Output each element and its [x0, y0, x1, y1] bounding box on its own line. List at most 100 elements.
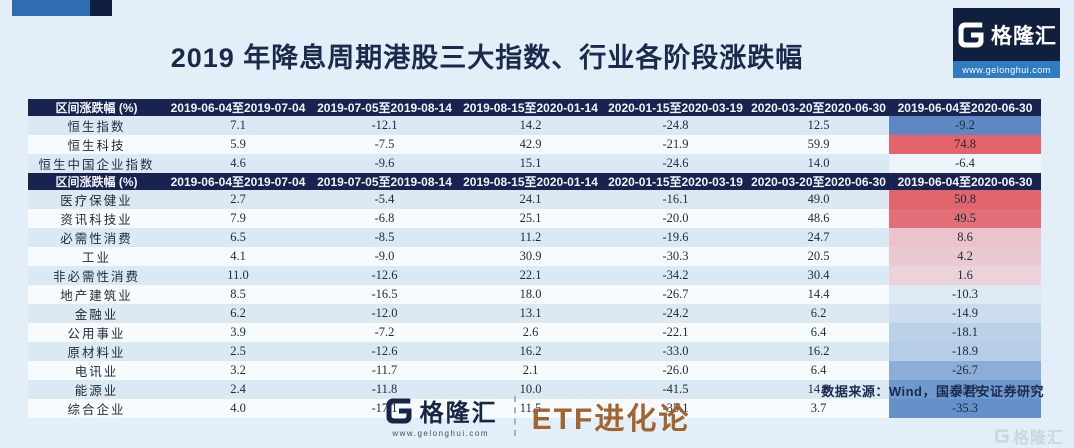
value-cell: -34.2	[603, 266, 748, 285]
row-label: 能源业	[28, 380, 165, 399]
period-header: 2020-03-20至2020-06-30	[748, 173, 889, 190]
value-cell: -19.6	[603, 228, 748, 247]
value-cell: 5.9	[165, 135, 311, 154]
period-header: 2019-07-05至2019-08-14	[311, 99, 458, 116]
value-cell-highlighted: -14.9	[889, 304, 1041, 323]
value-cell: 42.9	[458, 135, 603, 154]
value-cell: 3.2	[165, 361, 311, 380]
value-cell: 11.2	[458, 228, 603, 247]
value-cell: -11.8	[311, 380, 458, 399]
sectors-table: 区间涨跌幅 (%) 2019-06-04至2019-07-04 2019-07-05…	[28, 173, 1041, 418]
value-cell: 16.2	[748, 342, 889, 361]
value-cell: 14.8	[748, 380, 889, 399]
table-row: 工业 4.1 -9.0 30.9 -30.3 20.5 4.2	[28, 247, 1041, 266]
value-cell: 6.4	[748, 361, 889, 380]
value-cell-highlighted: -33.3	[889, 380, 1041, 399]
value-cell: -12.1	[311, 116, 458, 135]
value-cell: 10.0	[458, 380, 603, 399]
value-cell: 30.9	[458, 247, 603, 266]
value-cell: 2.1	[458, 361, 603, 380]
value-cell-highlighted: 4.2	[889, 247, 1041, 266]
value-cell: 49.0	[748, 190, 889, 209]
data-source-note: 数据来源：Wind，国泰君安证券研究	[821, 384, 1044, 399]
row-label-header: 区间涨跌幅 (%)	[28, 173, 165, 190]
value-cell: 7.1	[165, 116, 311, 135]
value-cell: 15.1	[458, 154, 603, 173]
row-label: 电讯业	[28, 361, 165, 380]
row-label: 医疗保健业	[28, 190, 165, 209]
tables-container: 区间涨跌幅 (%) 2019-06-04至2019-07-04 2019-07-05…	[28, 99, 1041, 418]
value-cell: -9.6	[311, 154, 458, 173]
value-cell-highlighted: -6.4	[889, 154, 1041, 173]
footer-logo: 格隆汇 www.gelonghui.com	[384, 393, 498, 438]
footer-brand-name: 格隆汇	[419, 400, 498, 427]
value-cell: 13.1	[458, 304, 603, 323]
table-row: 医疗保健业 2.7 -5.4 24.1 -16.1 49.0 50.8	[28, 190, 1041, 209]
value-cell: 2.5	[165, 342, 311, 361]
value-cell: -30.3	[603, 247, 748, 266]
value-cell: 24.1	[458, 190, 603, 209]
etf-column-label: ETF进化论	[531, 402, 691, 436]
value-cell: 3.7	[748, 399, 889, 418]
value-cell: -9.0	[311, 247, 458, 266]
row-label: 金融业	[28, 304, 165, 323]
table-row: 恒生科技 5.9 -7.5 42.9 -21.9 59.9 74.8	[28, 135, 1041, 154]
value-cell: 20.5	[748, 247, 889, 266]
footer-brand-url: www.gelonghui.com	[392, 429, 489, 438]
value-cell: -12.6	[311, 342, 458, 361]
table-row: 电讯业 3.2 -11.7 2.1 -26.0 6.4 -26.7	[28, 361, 1041, 380]
value-cell: -24.2	[603, 304, 748, 323]
value-cell: -6.8	[311, 209, 458, 228]
value-cell: 8.5	[165, 285, 311, 304]
row-label: 原材料业	[28, 342, 165, 361]
value-cell: 11.0	[165, 266, 311, 285]
table-row: 非必需性消费 11.0 -12.6 22.1 -34.2 30.4 1.6	[28, 266, 1041, 285]
value-cell: 22.1	[458, 266, 603, 285]
value-cell: -21.9	[603, 135, 748, 154]
period-header: 2020-03-20至2020-06-30	[748, 99, 889, 116]
period-header: 2020-01-15至2020-03-19	[603, 99, 748, 116]
period-header: 2019-08-15至2020-01-14	[458, 173, 603, 190]
gelonghui-g-icon	[386, 398, 412, 423]
period-header: 2019-06-04至2020-06-30	[889, 99, 1041, 116]
table-row: 地产建筑业 8.5 -16.5 18.0 -26.7 14.4 -10.3	[28, 285, 1041, 304]
table-header-row: 区间涨跌幅 (%) 2019-06-04至2019-07-04 2019-07-05…	[28, 173, 1041, 190]
value-cell-highlighted: 49.5	[889, 209, 1041, 228]
value-cell: 30.4	[748, 266, 889, 285]
table-row: 能源业 2.4 -11.8 10.0 -41.5 14.8 -33.3	[28, 380, 1041, 399]
period-header: 2019-07-05至2019-08-14	[311, 173, 458, 190]
page-title: 2019 年降息周期港股三大指数、行业各阶段涨跌幅	[170, 43, 804, 73]
value-cell: -41.5	[603, 380, 748, 399]
value-cell: -24.6	[603, 154, 748, 173]
value-cell: 7.9	[165, 209, 311, 228]
value-cell: 18.0	[458, 285, 603, 304]
brand-logo-main: 格隆汇	[953, 8, 1060, 61]
value-cell: -12.0	[311, 304, 458, 323]
value-cell: 2.4	[165, 380, 311, 399]
row-label: 必需性消费	[28, 228, 165, 247]
watermark: 格隆汇	[994, 424, 1064, 448]
period-header: 2020-01-15至2020-03-19	[603, 173, 748, 190]
value-cell-highlighted: -9.2	[889, 116, 1041, 135]
period-header: 2019-08-15至2020-01-14	[458, 99, 603, 116]
table-row: 公用事业 3.9 -7.2 2.6 -22.1 6.4 -18.1	[28, 323, 1041, 342]
value-cell: -5.4	[311, 190, 458, 209]
value-cell: 3.9	[165, 323, 311, 342]
gelonghui-g-icon	[995, 429, 1009, 443]
value-cell-highlighted: -18.1	[889, 323, 1041, 342]
deco-navy-block	[90, 0, 112, 16]
table-row: 恒生指数 7.1 -12.1 14.2 -24.8 12.5 -9.2	[28, 116, 1041, 135]
table-row: 资讯科技业 7.9 -6.8 25.1 -20.0 48.6 49.5	[28, 209, 1041, 228]
row-label: 综合企业	[28, 399, 165, 418]
value-cell: 4.0	[165, 399, 311, 418]
table-row: 金融业 6.2 -12.0 13.1 -24.2 6.2 -14.9	[28, 304, 1041, 323]
value-cell: 6.5	[165, 228, 311, 247]
value-cell: 24.7	[748, 228, 889, 247]
table-row: 综合企业 4.0 -17.1 11.5 -35.1 3.7 -35.3	[28, 399, 1041, 418]
value-cell: 6.2	[165, 304, 311, 323]
row-label-header: 区间涨跌幅 (%)	[28, 99, 165, 116]
footer-branding: 格隆汇 www.gelonghui.com ETF进化论	[0, 393, 1074, 438]
indices-table: 区间涨跌幅 (%) 2019-06-04至2019-07-04 2019-07-05…	[28, 99, 1041, 173]
value-cell: 25.1	[458, 209, 603, 228]
